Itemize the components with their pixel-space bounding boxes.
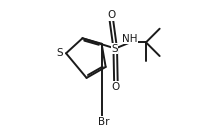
Text: NH: NH (122, 34, 138, 44)
Text: O: O (112, 82, 120, 92)
Text: Br: Br (98, 117, 109, 127)
Text: S: S (57, 48, 63, 58)
Text: O: O (107, 10, 115, 20)
Text: S: S (111, 43, 118, 54)
